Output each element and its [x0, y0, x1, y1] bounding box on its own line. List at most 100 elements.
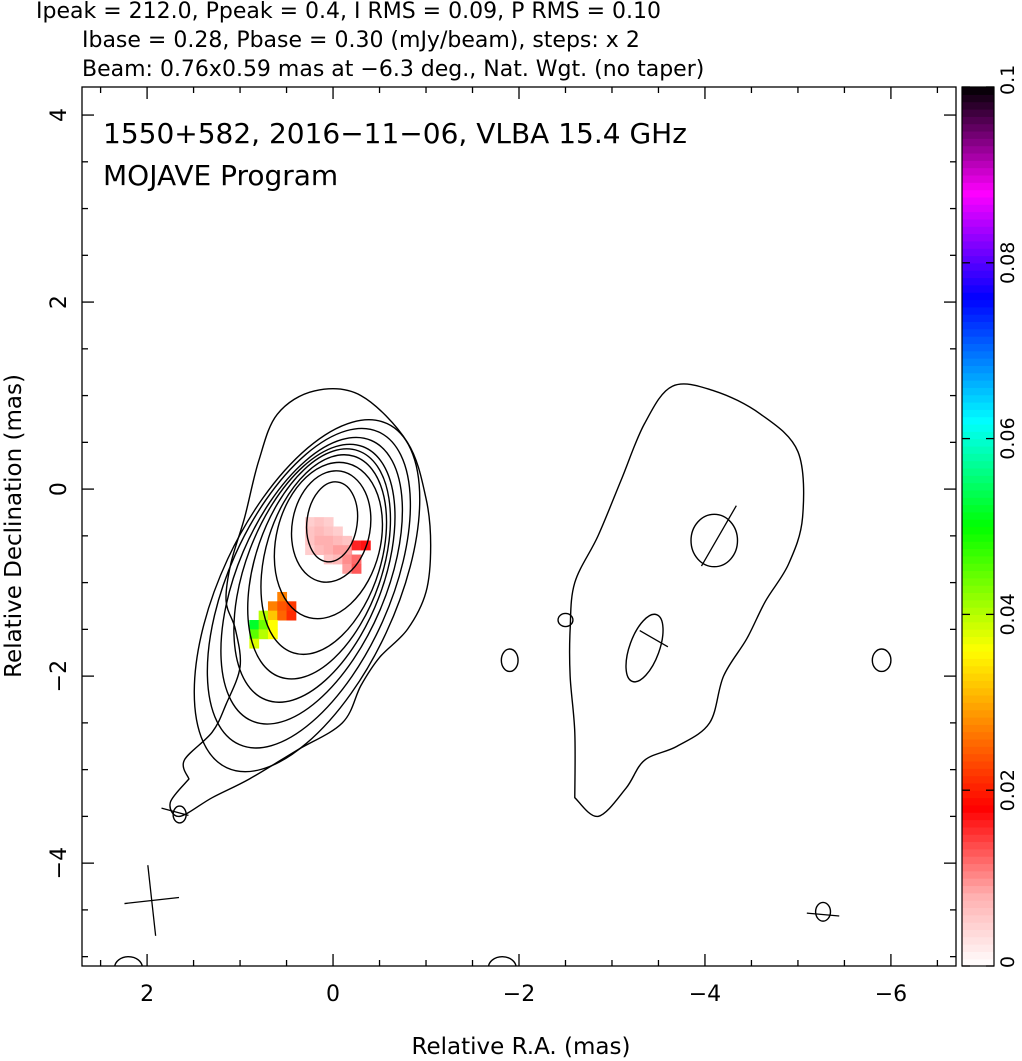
- colorbar-swatch: [962, 555, 994, 564]
- polarization-pixel: [333, 535, 343, 546]
- x-tick-label: 0: [326, 982, 340, 1007]
- colorbar-swatch: [962, 218, 994, 227]
- program-annotation: MOJAVE Program: [103, 159, 338, 192]
- polarization-pixel: [351, 563, 362, 574]
- colorbar-swatch: [962, 336, 994, 344]
- colorbar-swatch: [962, 233, 994, 242]
- polarization-pixel: [342, 535, 353, 546]
- colorbar-swatch: [962, 709, 994, 718]
- colorbar-swatch: [962, 607, 994, 615]
- colorbar-swatch: [962, 409, 994, 418]
- polarization-pixel: [249, 638, 260, 649]
- colorbar-swatch: [962, 629, 994, 637]
- plot-frame: [81, 86, 957, 967]
- colorbar-tick-label: 0.02: [997, 769, 1019, 811]
- colorbar-swatch: [962, 489, 994, 498]
- contour-level: [247, 448, 392, 680]
- map-layer: [114, 383, 892, 966]
- contour-island: [557, 612, 574, 628]
- contour-level: [220, 436, 404, 725]
- polarization-pixel: [286, 601, 297, 612]
- colorbar-swatch: [962, 497, 994, 506]
- evpa-vector: [639, 630, 669, 648]
- colorbar-swatch: [962, 892, 994, 901]
- colorbar-swatch: [962, 804, 994, 813]
- contour-island: [114, 955, 143, 966]
- colorbar-swatch: [962, 204, 994, 213]
- polarization-pixel: [342, 554, 353, 565]
- colorbar-swatch: [962, 130, 994, 139]
- colorbar-swatch: [962, 738, 994, 747]
- polarization-pixel: [267, 629, 278, 640]
- colorbar-swatch: [962, 944, 994, 952]
- polarization-pixel: [314, 526, 325, 537]
- contour-island: [625, 613, 664, 683]
- colorbar-swatch: [962, 680, 994, 689]
- polarization-pixel: [323, 535, 334, 546]
- colorbar-swatch: [962, 643, 994, 652]
- polarization-pixel: [277, 610, 288, 621]
- colorbar-swatch: [962, 416, 994, 425]
- colorbar-swatch: [962, 438, 994, 447]
- y-tick-label: 4: [47, 108, 72, 122]
- header-line-2: Ibase = 0.28, Pbase = 0.30 (mJy/beam), s…: [82, 28, 640, 53]
- colorbar-swatch: [962, 856, 994, 865]
- x-axis-label: Relative R.A. (mas): [412, 1034, 631, 1060]
- contour-layer: [114, 383, 892, 966]
- colorbar-swatch: [962, 152, 994, 161]
- header-line-1: Ipeak = 212.0, Ppeak = 0.4, I RMS = 0.09…: [36, 0, 661, 24]
- colorbar-swatch: [962, 299, 994, 308]
- colorbar-swatch: [962, 760, 994, 769]
- colorbar-tick-label: 0.1: [997, 65, 1019, 95]
- jet-contour: [568, 383, 805, 818]
- colorbar-swatch: [962, 138, 994, 147]
- polarization-pixel: [277, 601, 288, 612]
- polarization-pixel: [267, 620, 278, 630]
- colorbar-swatch: [962, 321, 994, 330]
- colorbar-swatch: [962, 907, 994, 916]
- colorbar-swatch: [962, 658, 994, 667]
- colorbar-swatch: [962, 358, 994, 366]
- colorbar-swatch: [962, 782, 994, 791]
- contour-island: [871, 648, 892, 673]
- polarization-pixel: [314, 517, 325, 527]
- evpa-vector: [700, 505, 737, 567]
- colorbar-swatch: [962, 914, 994, 923]
- polarization-pixel: [314, 545, 325, 556]
- colorbar-swatch: [962, 790, 994, 799]
- evpa-vector-layer: [161, 505, 840, 917]
- y-tick-label: −2: [47, 660, 72, 692]
- colorbar-swatch: [962, 160, 994, 169]
- colorbar-swatch: [962, 702, 994, 711]
- contour-level: [305, 481, 359, 563]
- colorbar-swatch: [962, 746, 994, 755]
- colorbar-swatch: [962, 277, 994, 286]
- colorbar: 0 0.02 0.04 0.06 0.08 0.1: [961, 65, 1019, 968]
- colorbar-swatch: [962, 768, 994, 777]
- colorbar-swatch: [962, 614, 994, 623]
- colorbar-swatch: [962, 526, 994, 535]
- polarization-pixel: [360, 540, 371, 551]
- colorbar-swatch: [962, 145, 994, 154]
- y-tick-label: −4: [47, 847, 72, 879]
- polarization-pixel: [323, 517, 334, 527]
- axis-ticks: 2 0 −2 −4 −6 4 2 0 −2 −4: [47, 87, 956, 1007]
- colorbar-swatch: [962, 255, 994, 264]
- contour-level: [206, 427, 412, 749]
- colorbar-swatch: [962, 314, 994, 322]
- beam-layer: [124, 865, 180, 936]
- colorbar-swatch: [962, 848, 994, 857]
- colorbar-swatch: [962, 431, 994, 440]
- header-text: Ipeak = 212.0, Ppeak = 0.4, I RMS = 0.09…: [36, 0, 704, 82]
- polarization-pixel: [249, 620, 260, 630]
- colorbar-swatch: [962, 101, 994, 110]
- colorbar-swatch: [962, 116, 994, 125]
- colorbar-swatch: [962, 482, 994, 491]
- polarization-pixel: [305, 545, 315, 556]
- colorbar-swatch: [962, 182, 994, 191]
- colorbar-swatch: [962, 167, 994, 176]
- polarization-pixel: [323, 526, 334, 537]
- evpa-vector: [161, 807, 189, 816]
- colorbar-swatch: [962, 87, 994, 95]
- contour-level: [233, 443, 396, 703]
